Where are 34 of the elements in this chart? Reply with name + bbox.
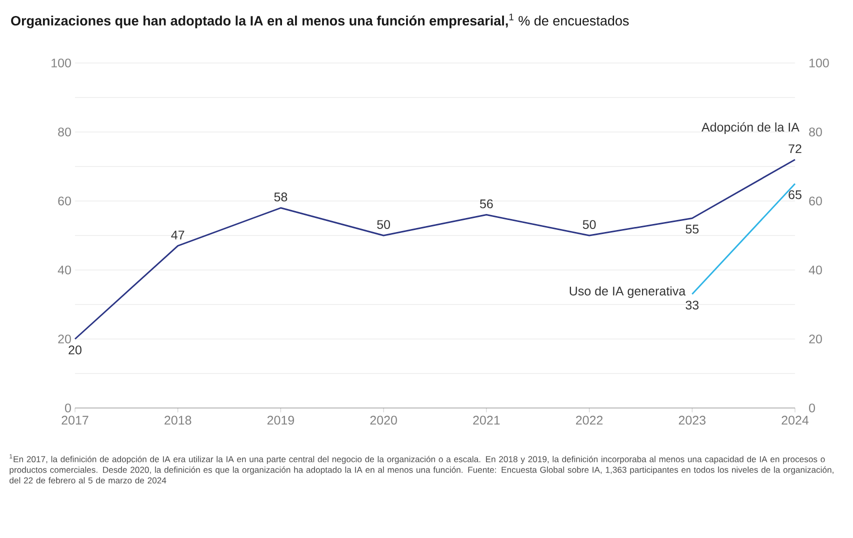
x-tick-label: 2019 <box>267 416 294 425</box>
x-tick-label: 2022 <box>576 416 603 425</box>
data-label: 72 <box>788 144 802 154</box>
chart-title: Organizaciones que han adoptado la IA en al menos una función empresarial,$^{1}$ % de encuestados <box>11 14 629 28</box>
y2-tick-label: 100 <box>809 58 829 68</box>
text: $^{1}$En 2017, la definición de adopción de IA era utilizar la IA en una parte central del negocio de la organización o a escala. En 2018 y 2019, la definición incorporaba al menos una capacidad de IA en procesos o productos comerciales. Desde 2020, la definición es que la organización ha adoptado la IA en al menos una función. Fuente: Encuesta Global sobre IA, 1,363 participantes en todos los niveles de la organización, del 22 de febrero al 5 de marzo de 2024 <box>10 454 834 484</box>
text: Adopción de la IA <box>702 122 800 134</box>
y2-tick-label: 80 <box>809 128 822 136</box>
series-label: Uso de IA generativa <box>570 286 686 298</box>
data-label: 55 <box>686 224 699 234</box>
x-tick-label: 2018 <box>164 416 192 425</box>
data-label: 58 <box>274 192 288 202</box>
y-tick-label: 60 <box>58 196 71 206</box>
data-label: 47 <box>171 230 184 240</box>
y-tick-label: 100 <box>52 58 71 68</box>
x-tick-label: 2021 <box>473 416 500 425</box>
x-tick-label: 2024 <box>782 416 809 425</box>
data-label: 33 <box>686 300 699 310</box>
data-label: 50 <box>377 220 390 229</box>
y-tick-label: 0 <box>65 404 71 412</box>
x-tick-label: 2023 <box>678 416 706 425</box>
x-tick-label: 2020 <box>370 416 397 425</box>
y2-tick-label: 20 <box>809 334 822 344</box>
y-tick-label: 80 <box>58 128 71 136</box>
y-tick-label: 40 <box>58 266 71 274</box>
y2-tick-label: 60 <box>809 196 822 206</box>
data-label: 50 <box>582 220 596 229</box>
y2-tick-label: 0 <box>809 404 815 412</box>
x-tick-label: 2017 <box>62 416 88 425</box>
y2-tick-label: 40 <box>808 266 822 274</box>
data-label: 20 <box>68 346 82 354</box>
y-tick-label: 20 <box>58 334 71 344</box>
data-label: 65 <box>788 190 802 200</box>
data-label: 56 <box>480 199 493 208</box>
